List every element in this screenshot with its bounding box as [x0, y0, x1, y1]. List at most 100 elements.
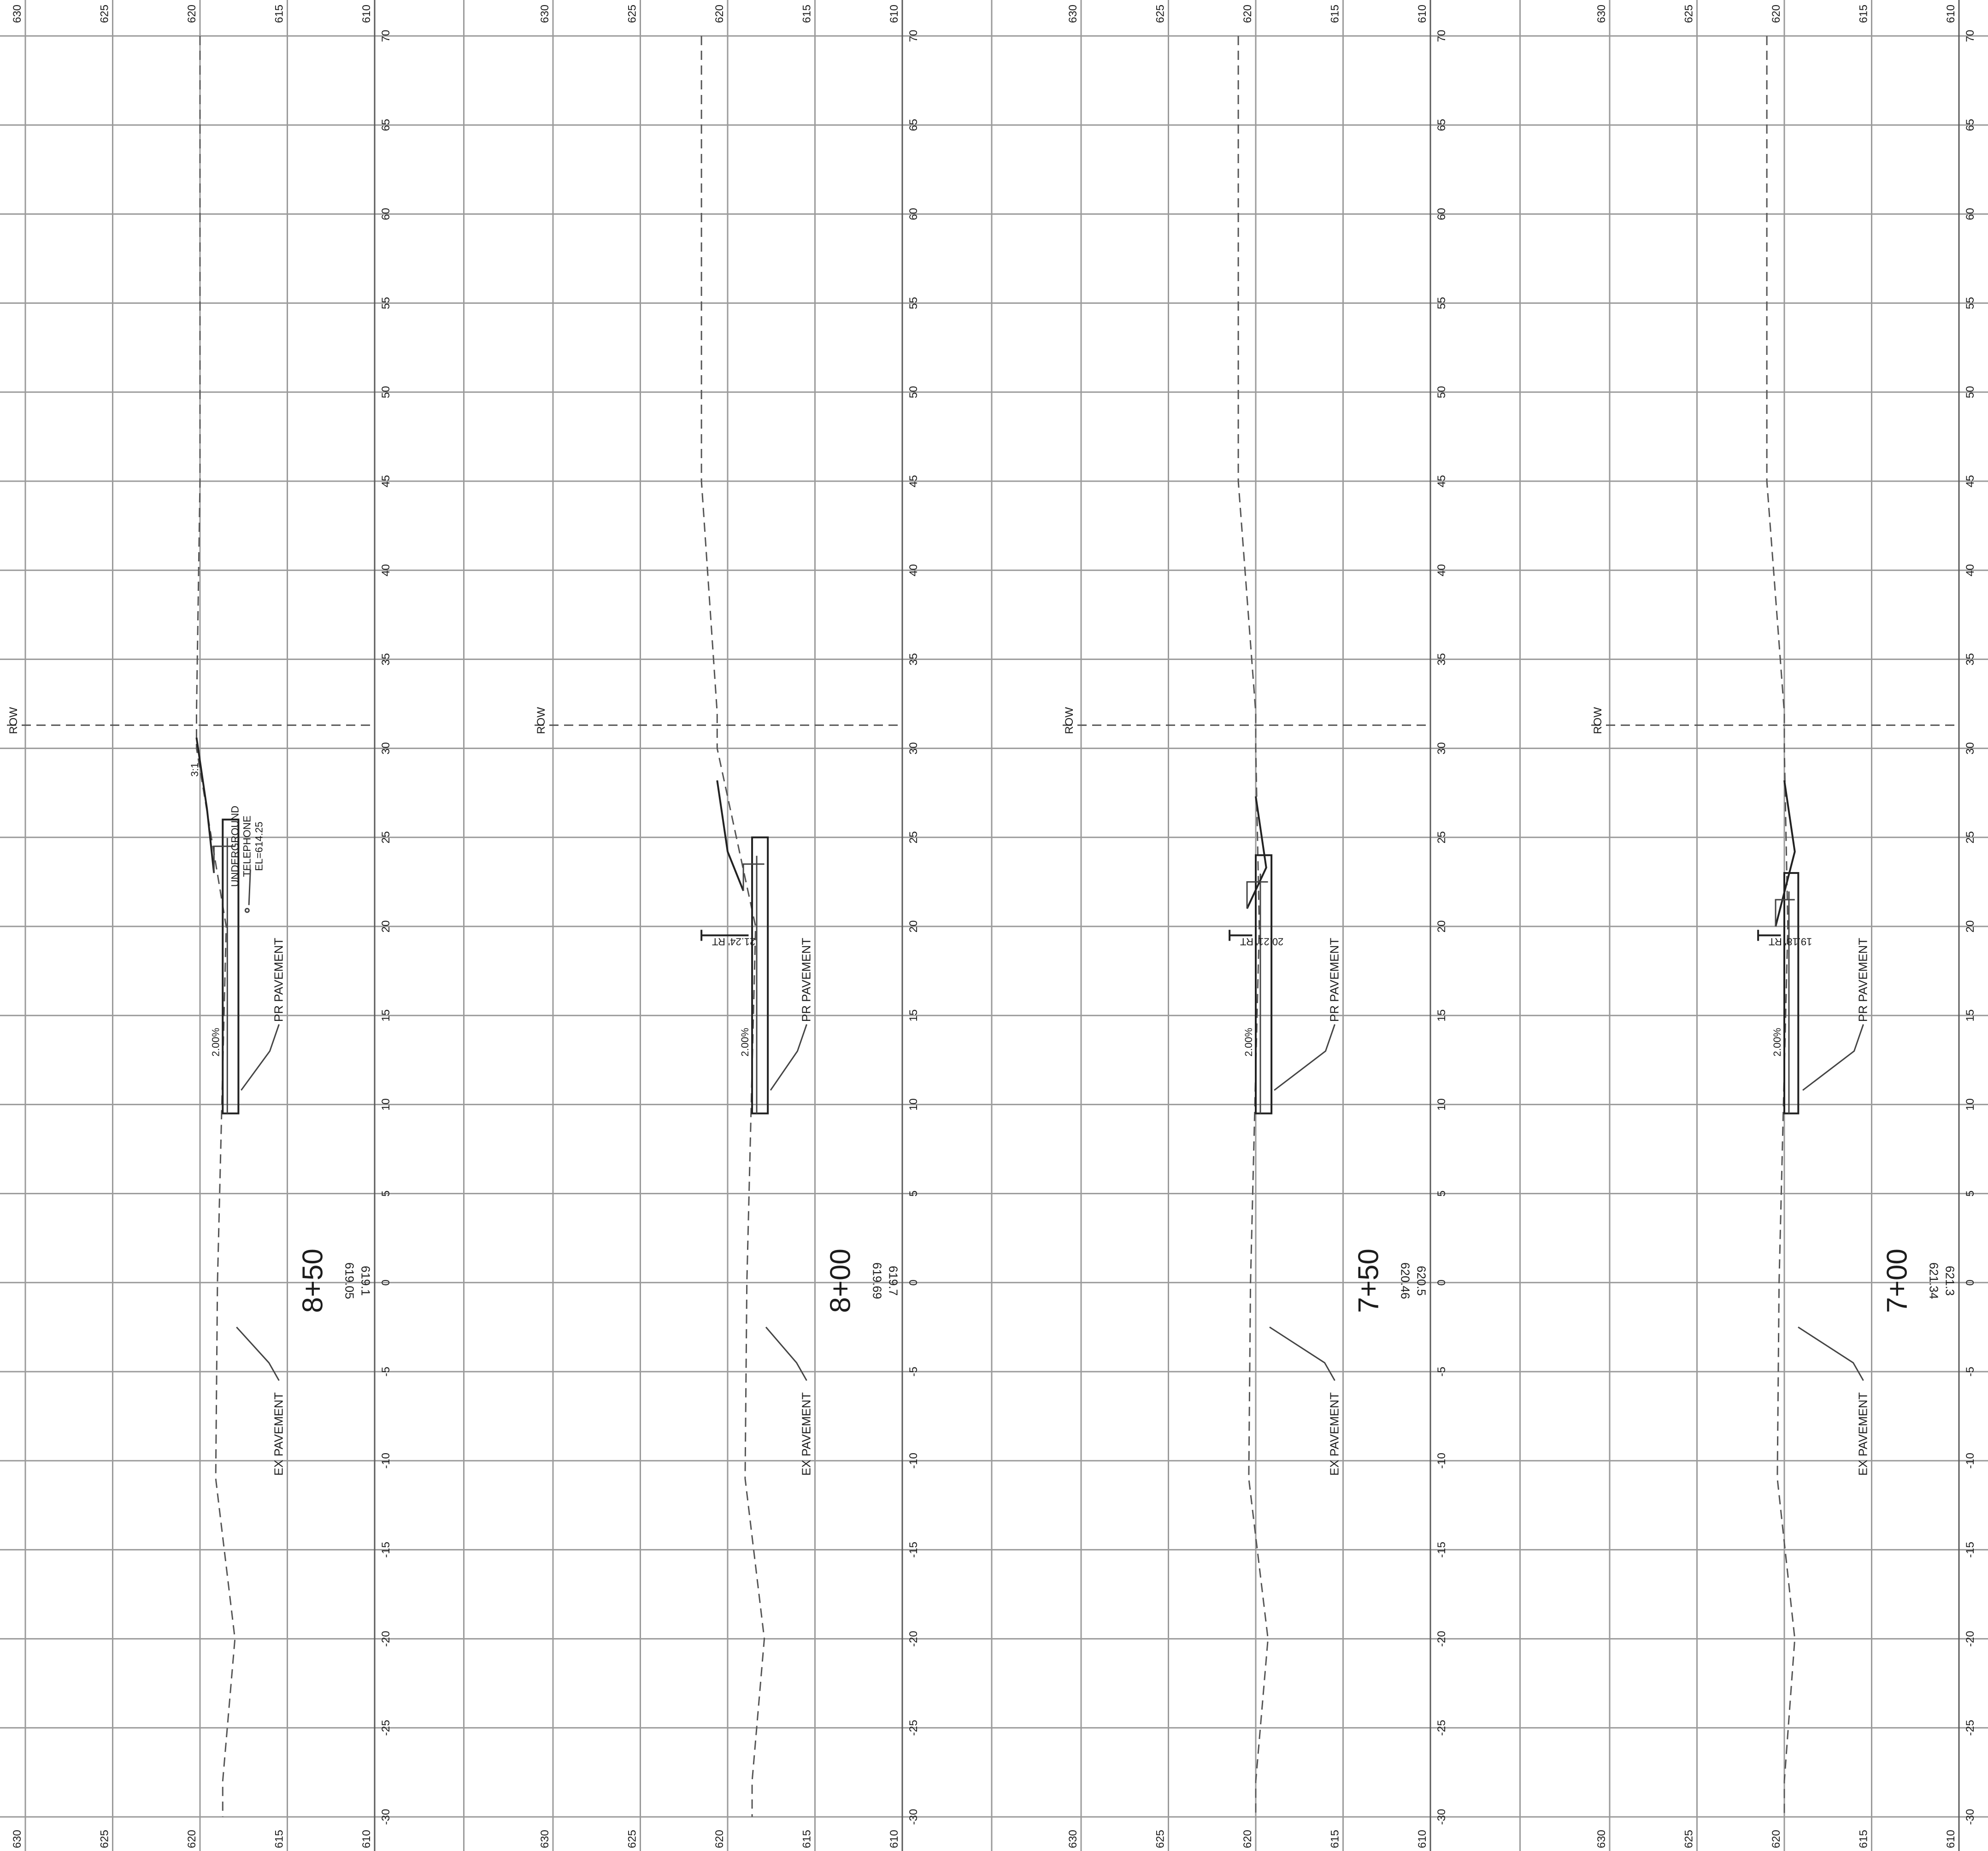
elevation-tick-label: 630 — [539, 5, 551, 23]
utility-leader — [248, 869, 251, 905]
ex-pavement-leader — [765, 1326, 807, 1381]
offset-tick-label: 30 — [1435, 742, 1448, 755]
elevation-tick-label: 620 — [1770, 5, 1782, 23]
offset-tick-label: -10 — [380, 1453, 392, 1469]
offset-tick-label: 50 — [907, 386, 920, 398]
cross-section-7-00: ROW 2.00% PR PAVEMENT EX PAVEMENT 7+00 621.34… — [1591, 36, 1959, 1817]
offset-tick-label: 10 — [380, 1098, 392, 1111]
offset-tick-label: -5 — [1964, 1367, 1976, 1376]
offset-tick-label: 60 — [1435, 208, 1448, 220]
station-label: 8+50 — [297, 1249, 329, 1313]
ex-pavement-leader — [236, 1326, 280, 1381]
proposed-pavement — [1783, 872, 1800, 1114]
pr-pavement-leader — [770, 1024, 807, 1091]
offset-tick-label: 40 — [1435, 564, 1448, 577]
curb — [742, 863, 765, 891]
offset-tick-label: 25 — [907, 831, 920, 843]
elevation-tick-label: 615 — [1329, 5, 1341, 23]
offset-tick-label: -20 — [1964, 1631, 1976, 1647]
station-label: 8+00 — [824, 1249, 856, 1313]
elevation-tick-label: 615 — [1858, 5, 1870, 23]
offset-tick-label: 25 — [380, 831, 392, 843]
offset-tick-label: 45 — [1435, 475, 1448, 488]
offset-tick-label: -25 — [907, 1720, 920, 1736]
offset-tick-label: 45 — [907, 475, 920, 488]
offset-tick-label: 0 — [1964, 1279, 1976, 1285]
elevation-tick-label: 625 — [99, 5, 111, 23]
pr-pavement-label: PR PAVEMENT — [1856, 938, 1870, 1022]
offset-tick-label: 10 — [1964, 1098, 1976, 1111]
offset-tick-label: -25 — [1964, 1720, 1976, 1736]
ex-pavement-label: EX PAVEMENT — [800, 1392, 813, 1476]
proposed-elevation: 619.69 — [870, 1262, 884, 1299]
offset-tick-label: 65 — [1435, 119, 1448, 131]
offset-tick-label: 70 — [380, 30, 392, 42]
existing-elevation: 619.1 — [359, 1266, 372, 1296]
elevation-tick-label: 630 — [1595, 5, 1608, 23]
offset-tick-label: 20 — [1964, 920, 1976, 933]
elevation-tick-label: 620 — [713, 1830, 726, 1848]
offset-tick-label: 65 — [907, 119, 920, 131]
offset-tick-label: 35 — [380, 653, 392, 666]
offset-tick-label: -5 — [1435, 1367, 1448, 1376]
elevation-tick-label: 610 — [1945, 5, 1957, 23]
offset-tick-label: -20 — [907, 1631, 920, 1647]
pr-pavement-leader — [241, 1024, 280, 1091]
offset-tick-label: -30 — [1964, 1809, 1976, 1825]
station-label: 7+50 — [1353, 1249, 1384, 1313]
offset-tick-label: 50 — [1435, 386, 1448, 398]
existing-elevation: 621.3 — [1943, 1266, 1957, 1296]
offset-tick-label: 20 — [380, 920, 392, 933]
offset-tick-label: 35 — [1964, 653, 1976, 666]
elevation-tick-label: 615 — [273, 1830, 286, 1848]
offset-tick-label: 0 — [380, 1279, 392, 1285]
offset-tick-label: 5 — [1435, 1191, 1448, 1197]
offset-tick-label: 55 — [380, 297, 392, 309]
proposed-elevation: 619.05 — [342, 1262, 356, 1299]
offset-tick-label: -30 — [1435, 1809, 1448, 1825]
cross-section-7-50: ROW 2.00% PR PAVEMENT EX PAVEMENT 7+50 620.46… — [1063, 36, 1430, 1817]
elevation-tick-label: 630 — [11, 5, 24, 23]
row-label: ROW — [7, 707, 20, 734]
offset-tick-label: 60 — [1964, 208, 1976, 220]
elevation-tick-label: 630 — [1067, 1830, 1079, 1848]
offset-tick-label: 25 — [1964, 831, 1976, 843]
elevation-tick-label: 620 — [713, 5, 726, 23]
utility-label-3: EL=614.25 — [253, 822, 265, 871]
offset-tick-label: 50 — [380, 386, 392, 398]
elevation-tick-label: 625 — [1683, 1830, 1695, 1848]
ex-pavement-label: EX PAVEMENT — [1328, 1392, 1341, 1476]
side-slope — [1775, 780, 1796, 927]
cross-slope-label: 2.00% — [1771, 1028, 1783, 1056]
elevation-tick-label: 615 — [801, 5, 813, 23]
offset-tick-label: 70 — [907, 30, 920, 42]
elevation-tick-label: 610 — [888, 5, 900, 23]
elevation-tick-label: 610 — [360, 1830, 373, 1848]
utility-label-1: UNDERGROUND — [229, 806, 241, 887]
elevation-tick-label: 625 — [626, 5, 639, 23]
elevation-tick-label: 620 — [186, 5, 198, 23]
elevation-tick-label: 610 — [360, 5, 373, 23]
offset-tick-label: 10 — [1435, 1098, 1448, 1111]
pr-pavement-label: PR PAVEMENT — [800, 938, 813, 1022]
existing-elevation: 619.7 — [886, 1266, 900, 1296]
offset-tick-label: -25 — [1435, 1720, 1448, 1736]
existing-elevation: 620.5 — [1414, 1266, 1428, 1296]
offset-tick-label: 30 — [907, 742, 920, 755]
curb — [1775, 899, 1795, 926]
offset-tick-label: -5 — [380, 1367, 392, 1376]
offset-tick-label: 50 — [1964, 386, 1976, 398]
utility-label-2: TELEPHONE — [241, 815, 253, 877]
elevation-tick-label: 610 — [1416, 5, 1429, 23]
row-label: ROW — [535, 707, 547, 734]
elevation-tick-label: 610 — [888, 1830, 900, 1848]
side-slope — [716, 780, 744, 891]
offset-tick-label: 25 — [1435, 831, 1448, 843]
utility-point — [244, 908, 250, 913]
pr-pavement-leader — [1274, 1024, 1335, 1091]
offset-tick-label: -15 — [1964, 1542, 1976, 1558]
curb — [213, 845, 235, 873]
offset-tick-label: -20 — [1435, 1631, 1448, 1647]
proposed-elevation: 620.46 — [1398, 1262, 1412, 1299]
side-slope-ratio: 3:1 — [189, 763, 200, 777]
